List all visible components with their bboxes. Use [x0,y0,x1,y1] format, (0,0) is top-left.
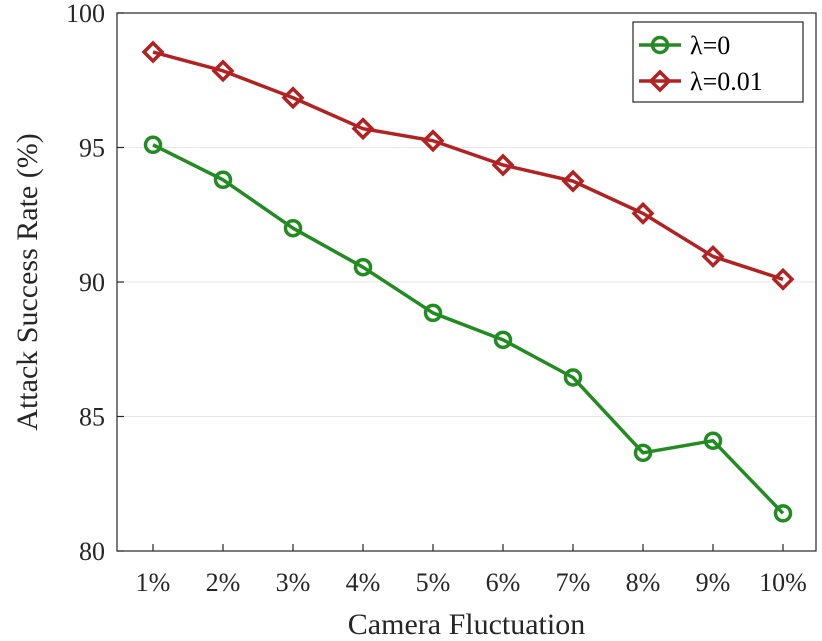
y-tick-label: 85 [79,403,105,432]
data-point-circle [773,504,793,523]
data-point-circle [633,443,653,463]
x-tick-label: 7% [556,568,591,597]
data-point-circle [563,368,583,387]
data-point-circle [143,135,163,155]
data-point-circle [283,218,303,238]
series-line [152,50,784,281]
data-point-diamond [771,267,795,291]
y-tick-label: 80 [79,537,105,566]
y-tick-label: 90 [79,268,105,297]
x-tick-label: 3% [276,568,311,597]
y-axis-ticks: 80 85 90 95 100 [66,0,124,566]
y-axis-label: Attack Success Rate (%) [11,133,44,430]
data-point-circle [213,170,233,190]
data-point-diamond [491,153,515,177]
grid-lines [117,147,816,417]
legend: λ=0 λ=0.01 [632,21,804,103]
data-point-diamond [701,244,725,268]
x-tick-label: 5% [416,568,451,597]
series-line [152,143,785,515]
data-point-diamond [421,129,445,153]
data-point-circle [703,431,723,450]
data-point-diamond [141,40,165,64]
series-2 [141,40,795,291]
legend-marker-circle [650,35,670,55]
legend-label: λ=0.01 [690,67,763,96]
x-tick-label: 8% [626,568,661,597]
y-tick-label: 100 [66,0,105,28]
data-point-circle [493,330,513,350]
data-point-diamond [351,117,375,141]
x-tick-label: 2% [206,568,241,597]
x-tick-label: 6% [486,568,521,597]
series-layer [141,40,795,523]
x-axis-ticks: 1% 2% 3% 4% 5% 6% 7% 8% 9% 10% [136,544,807,597]
x-tick-label: 9% [696,568,731,597]
x-axis-label: Camera Fluctuation [348,608,585,641]
y-tick-label: 95 [79,134,105,163]
legend-label: λ=0 [690,31,730,60]
x-tick-label: 10% [759,568,807,597]
data-point-circle [423,303,443,323]
legend-marker-diamond [648,69,672,93]
x-tick-label: 4% [346,568,381,597]
data-point-diamond [211,59,235,83]
data-point-diamond [631,201,655,225]
data-point-diamond [561,169,585,193]
data-point-circle [353,257,373,277]
series-1 [143,135,793,523]
data-point-diamond [281,86,305,110]
x-tick-label: 1% [136,568,171,597]
